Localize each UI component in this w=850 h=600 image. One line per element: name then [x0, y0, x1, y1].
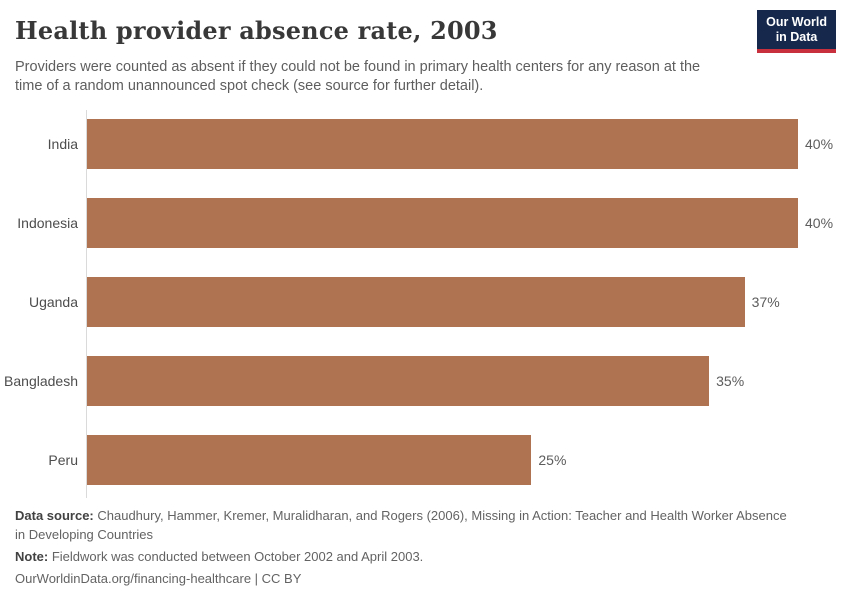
chart-title: Health provider absence rate, 2003 — [15, 16, 498, 45]
data-source-text: Chaudhury, Hammer, Kremer, Muralidharan,… — [15, 508, 787, 542]
bar[interactable] — [87, 118, 798, 169]
chart-footer: Data source: Chaudhury, Hammer, Kremer, … — [15, 507, 797, 588]
note-text: Fieldwork was conducted between October … — [48, 549, 424, 564]
bar-track: 40% — [78, 197, 850, 248]
owid-logo-line1: Our World — [766, 15, 827, 29]
owid-logo-line2: in Data — [775, 30, 818, 44]
value-label: 25% — [538, 451, 567, 468]
category-label: Uganda — [28, 293, 78, 310]
bar-track: 40% — [78, 118, 850, 169]
value-label: 40% — [805, 135, 834, 152]
category-label: Indonesia — [17, 214, 78, 231]
category-label: Bangladesh — [4, 372, 78, 389]
bar-row: Bangladesh 35% — [0, 341, 850, 420]
bar-row: Uganda 37% — [0, 262, 850, 341]
bar-chart-plot-area: India 40% Indonesia 40% Uganda 37% Bangladesh 3… — [0, 104, 850, 500]
chart-subtitle: Providers were counted as absent if they… — [15, 59, 701, 94]
bar-track: 37% — [78, 276, 850, 327]
data-source-label: Data source: — [15, 508, 94, 523]
bar-rows-container: India 40% Indonesia 40% Uganda 37% Bangladesh 3… — [0, 104, 850, 499]
bar-row: Peru 25% — [0, 420, 850, 499]
bar[interactable] — [87, 276, 745, 327]
y-axis-line — [86, 110, 87, 498]
category-label: Peru — [48, 451, 78, 468]
note-line: Note: Fieldwork was conducted between Oc… — [15, 548, 797, 567]
value-label: 37% — [751, 293, 780, 310]
value-label: 35% — [716, 372, 745, 389]
note-label: Note: — [15, 549, 49, 564]
value-label: 40% — [805, 214, 834, 231]
citation-url[interactable]: OurWorldinData.org/financing-healthcare … — [15, 570, 302, 586]
bar[interactable] — [87, 355, 710, 406]
category-label: India — [47, 135, 78, 152]
bar-track: 35% — [78, 355, 850, 406]
owid-logo[interactable]: Our World in Data — [757, 10, 836, 53]
bar-row: India 40% — [0, 104, 850, 183]
bar[interactable] — [87, 434, 532, 485]
data-source-line: Data source: Chaudhury, Hammer, Kremer, … — [15, 507, 797, 544]
bar[interactable] — [87, 197, 798, 248]
bar-track: 25% — [78, 434, 850, 485]
bar-row: Indonesia 40% — [0, 183, 850, 262]
